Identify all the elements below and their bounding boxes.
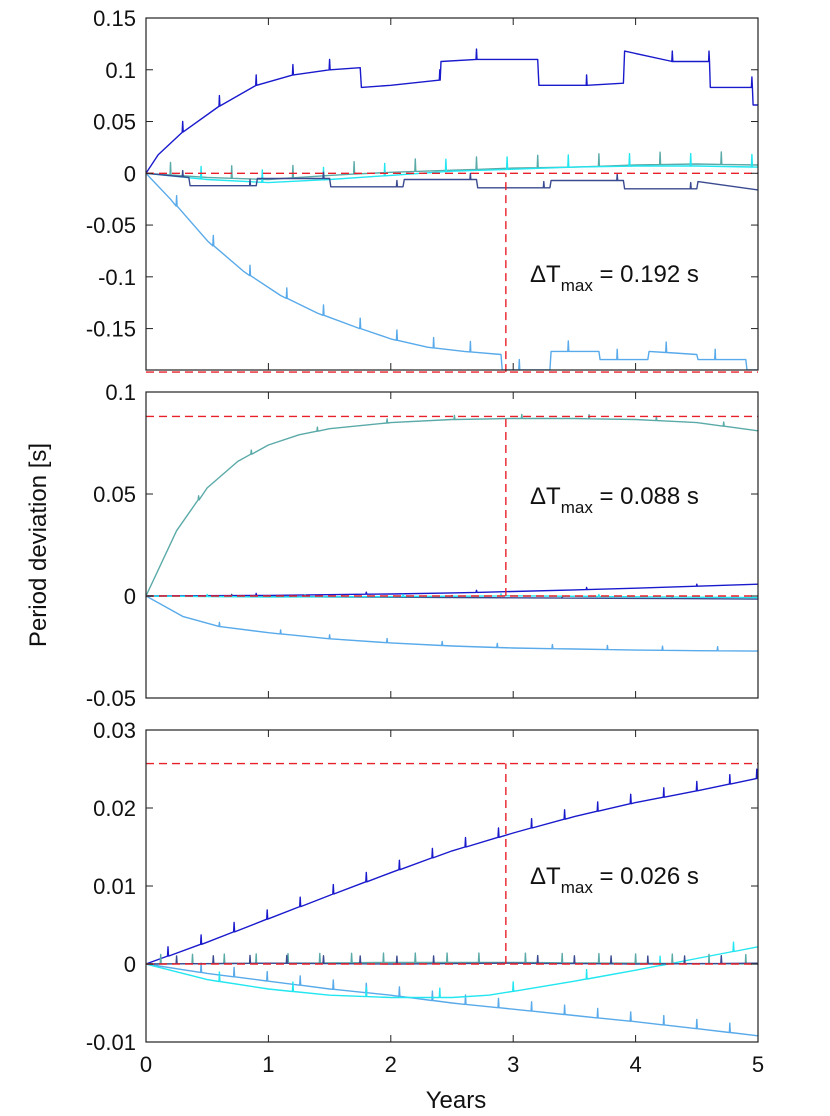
y-axis-label: Period deviation [s]: [25, 443, 52, 647]
series-teal: [146, 413, 758, 597]
x-tick-label: 4: [629, 1052, 641, 1077]
x-tick-label: 2: [385, 1052, 397, 1077]
series-sky: [146, 595, 758, 652]
y-tick-label: 0.01: [93, 874, 136, 899]
delta-t-max-annotation: ΔTmax = 0.192 s: [530, 261, 699, 295]
y-tick-label: 0.02: [93, 796, 136, 821]
plot-area: [146, 18, 758, 370]
series-slate: [146, 169, 758, 191]
axes-frame: [145, 17, 759, 371]
y-tick-label: -0.01: [86, 1030, 136, 1055]
y-tick-label: 0.1: [105, 58, 136, 83]
series-navy: [146, 48, 758, 174]
y-tick-label: -0.15: [86, 317, 136, 342]
y-tick-label: 0.05: [93, 482, 136, 507]
y-tick-label: -0.1: [98, 265, 136, 290]
delta-t-max-annotation: ΔTmax = 0.026 s: [530, 863, 699, 897]
panel-middle: 0.1 0.05 0 -0.05 ΔTmax = 0.088 s: [86, 380, 759, 711]
y-tick-label: 0: [124, 584, 136, 609]
plot-area: [146, 392, 758, 698]
y-tick-label: -0.05: [86, 686, 136, 711]
y-tick-label: 0: [124, 952, 136, 977]
series-sky: [146, 962, 758, 1037]
y-tick-label: 0.05: [93, 110, 136, 135]
axes-frame: [145, 391, 759, 699]
series-slate: [146, 954, 758, 965]
x-tick-label: 3: [507, 1052, 519, 1077]
series-teal: [146, 151, 758, 181]
y-tick-label: 0.03: [93, 718, 136, 743]
plot-area: [146, 730, 758, 1042]
x-tick-label: 1: [262, 1052, 274, 1077]
x-tick-label: 5: [752, 1052, 764, 1077]
delta-t-max-annotation: ΔTmax = 0.088 s: [530, 483, 699, 517]
panel-top: 0.15 0.1 0.05 0 -0.05 -0.1 -0.15 ΔTmax = 0.192 …: [86, 6, 759, 373]
series-sky: [146, 172, 758, 370]
x-axis-label: Years: [426, 1087, 487, 1114]
series-cyan: [146, 941, 758, 999]
y-tick-label: 0.15: [93, 6, 136, 31]
series-navy: [146, 768, 758, 965]
y-tick-label: -0.05: [86, 213, 136, 238]
y-tick-label: 0.1: [105, 380, 136, 405]
y-tick-label: 0: [124, 161, 136, 186]
x-tick-label: 0: [140, 1052, 152, 1077]
